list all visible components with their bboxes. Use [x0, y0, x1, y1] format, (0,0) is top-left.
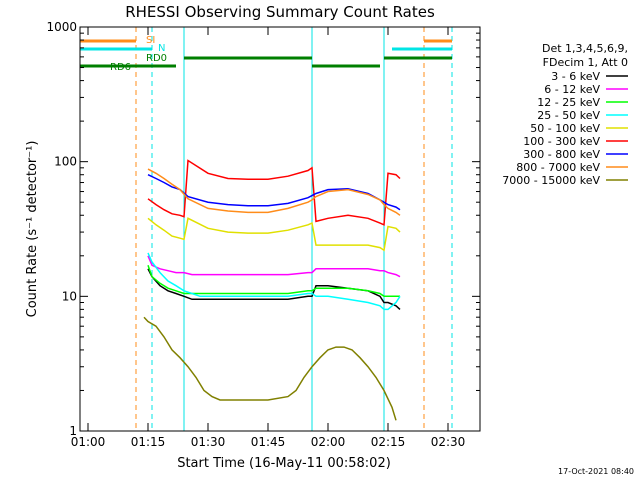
- rd0-flag-label: RD0: [146, 53, 167, 64]
- spacecraft-status-bands: [135, 27, 453, 431]
- series-line-6: [147, 174, 401, 211]
- x-tick-label-3: 01:45: [251, 435, 286, 449]
- series-line-2: [147, 265, 400, 298]
- legend-label-8: 7000 - 15000 keV: [502, 174, 600, 187]
- x-tick-label-1: 01:15: [131, 435, 166, 449]
- series-line-5: [147, 159, 401, 226]
- chart-title: RHESSI Observing Summary Count Rates: [125, 3, 435, 21]
- x-axis-ticks: 01:00 01:15 01:30 01:45 02:00 02:15 02:30: [71, 27, 466, 449]
- x-tick-label-2: 01:30: [191, 435, 226, 449]
- series-line-4: [147, 217, 401, 252]
- legend-header-line-2: FDecim 1, Att 0: [543, 56, 628, 69]
- series-line-1: [147, 255, 401, 278]
- legend-label-2: 12 - 25 keV: [537, 96, 600, 109]
- legend: Det 1,3,4,5,6,9, FDecim 1, Att 0 3 - 6 k…: [502, 42, 628, 187]
- plot-frame: [79, 26, 481, 432]
- legend-header-line-1: Det 1,3,4,5,6,9,: [542, 42, 628, 55]
- y-tick-label-0: 1: [69, 424, 77, 438]
- x-tick-label-4: 02:00: [311, 435, 346, 449]
- series-line-8: [143, 316, 397, 421]
- series-line-7: [147, 168, 401, 216]
- legend-label-5: 100 - 300 keV: [523, 135, 600, 148]
- y-axis-ticks: 1 10 100 1000: [46, 20, 480, 438]
- night-flag-label: N: [158, 43, 165, 54]
- legend-label-6: 300 - 800 keV: [523, 148, 600, 161]
- x-tick-label-0: 01:00: [71, 435, 106, 449]
- legend-label-0: 3 - 6 keV: [551, 70, 600, 83]
- series-line-0: [147, 268, 401, 310]
- legend-label-1: 6 - 12 keV: [544, 83, 600, 96]
- legend-label-4: 50 - 100 keV: [530, 122, 600, 135]
- y-tick-label-1: 10: [62, 289, 77, 303]
- y-axis-label: Count Rate (s⁻¹ detector⁻¹): [25, 141, 40, 318]
- x-axis-label: Start Time (16-May-11 00:58:02): [177, 456, 391, 471]
- x-tick-label-6: 02:30: [431, 435, 466, 449]
- y-tick-label-2: 100: [54, 155, 77, 169]
- rd6-flag-label: RD6: [110, 62, 131, 73]
- series-line-3: [147, 252, 401, 311]
- series-layer: [143, 159, 401, 421]
- x-tick-label-5: 02:15: [371, 435, 406, 449]
- legend-label-7: 800 - 7000 keV: [516, 161, 600, 174]
- legend-label-3: 25 - 50 keV: [537, 109, 600, 122]
- status-flag-lines: [80, 39, 452, 68]
- saa-flag-label: SI: [146, 35, 155, 46]
- footer-date: 17-Oct-2021 08:40: [558, 467, 634, 476]
- y-tick-label-3: 1000: [46, 20, 77, 34]
